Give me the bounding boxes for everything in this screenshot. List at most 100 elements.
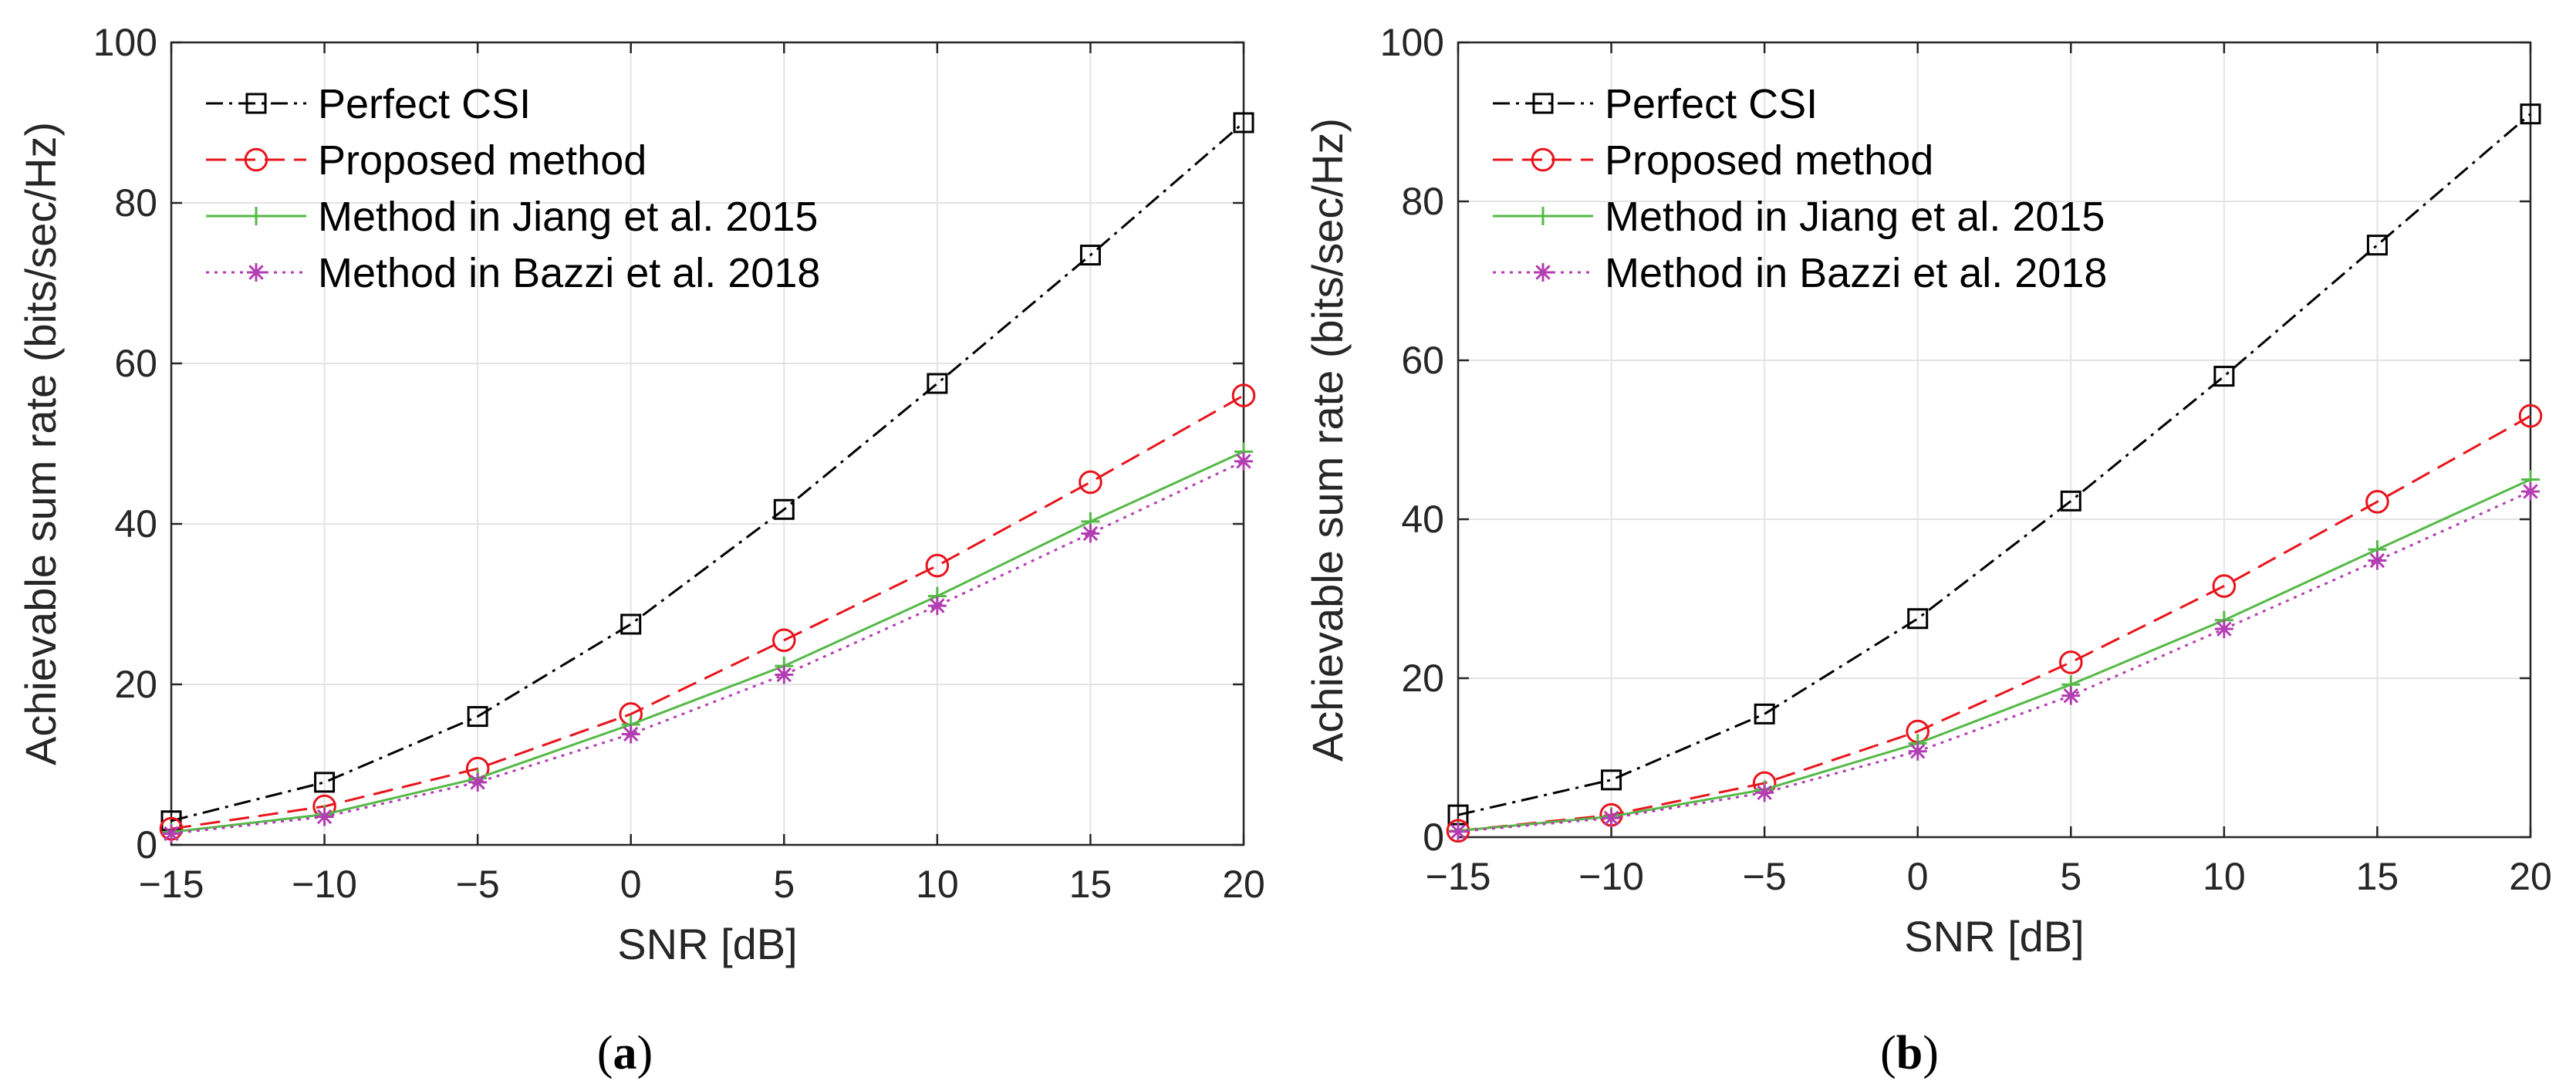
caption-paren-close: ) <box>1923 1027 1939 1079</box>
y-tick-label: 20 <box>114 663 157 706</box>
data-point <box>1079 245 1101 266</box>
legend-label: Method in Bazzi et al. 2018 <box>1605 250 2107 296</box>
data-point <box>314 772 336 793</box>
legend-label: Method in Jiang et al. 2015 <box>318 194 818 240</box>
legend-marker <box>1534 263 1552 282</box>
series-asterisk <box>162 451 1253 843</box>
data-point <box>773 498 795 520</box>
x-tick-label: −15 <box>1426 855 1491 898</box>
data-point <box>162 824 181 843</box>
y-axis-label: Achievable sum rate (bits/sec/Hz) <box>16 122 65 765</box>
data-point <box>467 706 488 728</box>
caption-paren-open: ( <box>1880 1027 1896 1079</box>
series-line <box>170 451 1244 833</box>
data-point <box>2061 686 2081 705</box>
series-square <box>160 112 1254 832</box>
series-circle <box>1446 404 2543 843</box>
data-point <box>771 628 796 653</box>
y-tick-label: 40 <box>1401 498 1444 541</box>
data-point <box>2058 650 2083 674</box>
legend-marker <box>247 263 265 282</box>
x-tick-label: 20 <box>1222 863 1265 906</box>
caption-paren-open: ( <box>597 1027 613 1079</box>
legend-marker <box>247 207 265 225</box>
x-tick-label: 0 <box>1907 855 1929 898</box>
data-point <box>1907 608 1929 630</box>
y-tick-label: 20 <box>1401 657 1444 700</box>
legend-marker <box>1534 207 1552 225</box>
series-line <box>1457 490 2531 833</box>
x-tick-label: −5 <box>1743 855 1787 898</box>
y-tick-label: 100 <box>1380 21 1444 64</box>
y-tick-label: 80 <box>1401 180 1444 223</box>
legend: Perfect CSI Proposed method Method in Jian… <box>206 81 820 296</box>
data-point <box>315 807 334 826</box>
data-point <box>468 772 488 792</box>
data-point <box>1234 451 1253 471</box>
y-tick-label: 0 <box>136 823 157 866</box>
y-axis-label: Achievable sum rate (bits/sec/Hz) <box>1303 118 1352 762</box>
x-tick-label: −10 <box>1578 855 1644 898</box>
data-point <box>621 725 640 744</box>
x-tick-label: 5 <box>2060 855 2081 898</box>
data-point <box>1601 769 1622 791</box>
legend-label: Proposed method <box>318 137 647 184</box>
x-tick-label: 10 <box>2203 855 2246 898</box>
legend-marker <box>1531 147 1555 172</box>
data-point <box>2214 620 2233 639</box>
data-point <box>2521 481 2540 501</box>
series-asterisk <box>1449 481 2540 841</box>
data-point <box>2518 404 2543 428</box>
x-tick-label: 0 <box>620 863 642 906</box>
data-point <box>1754 703 1775 725</box>
y-tick-label: 100 <box>93 21 157 64</box>
legend-label: Method in Jiang et al. 2015 <box>1605 194 2105 240</box>
caption-paren-close: ) <box>637 1027 653 1079</box>
chart-panel-a: 0 20 40 60 80 100 −15 −10 −5 0 5 10 15 20 SNR [dB] Achi… <box>16 21 1265 1079</box>
data-point <box>1233 112 1254 133</box>
plot-area <box>171 42 1244 845</box>
legend-label: Perfect CSI <box>1605 81 1818 127</box>
x-axis-label: SNR [dB] <box>1904 912 2084 961</box>
legend-marker <box>245 93 267 114</box>
x-tick-label: 20 <box>2509 855 2552 898</box>
data-point <box>2366 235 2388 256</box>
data-point <box>927 596 947 616</box>
x-tick-label: −15 <box>139 863 204 906</box>
y-tick-label: 80 <box>114 181 157 225</box>
y-tick-label: 40 <box>114 502 157 546</box>
legend-label: Proposed method <box>1605 137 1933 184</box>
chart-panel-b: 0 20 40 60 80 100 −15 −10 −5 0 5 10 15 20 SNR [dB] Achi… <box>1303 21 2552 1079</box>
legend-marker <box>244 147 268 172</box>
series-line <box>170 460 1244 835</box>
panel-caption: (a) <box>597 1027 653 1079</box>
series-circle <box>159 383 1256 841</box>
data-point <box>775 665 794 684</box>
x-tick-label: 5 <box>773 863 795 906</box>
data-point <box>1449 822 1467 841</box>
data-point <box>927 373 948 394</box>
data-point <box>1231 383 1256 407</box>
legend-label: Method in Bazzi et al. 2018 <box>318 250 820 296</box>
legend-label: Perfect CSI <box>318 81 531 127</box>
x-axis-label: SNR [dB] <box>617 920 797 968</box>
data-point <box>1079 470 1102 495</box>
caption-letter: a <box>613 1027 637 1079</box>
data-point <box>2212 574 2237 598</box>
x-tick-label: 10 <box>916 863 959 906</box>
plot-area <box>1458 42 2530 837</box>
data-point <box>2520 103 2541 125</box>
x-tick-label: −5 <box>456 863 500 906</box>
data-point <box>1908 741 1927 761</box>
series-line <box>170 121 1244 822</box>
x-tick-label: 15 <box>2356 855 2399 898</box>
axes-box <box>1457 41 2532 839</box>
data-point <box>2365 490 2389 514</box>
y-tick-label: 60 <box>1401 339 1444 382</box>
data-point <box>1081 524 1100 543</box>
legend-marker <box>1532 93 1554 114</box>
x-tick-label: −10 <box>292 863 357 906</box>
data-point <box>2060 490 2081 512</box>
series-line <box>1457 478 2531 833</box>
series-line <box>170 394 1244 830</box>
